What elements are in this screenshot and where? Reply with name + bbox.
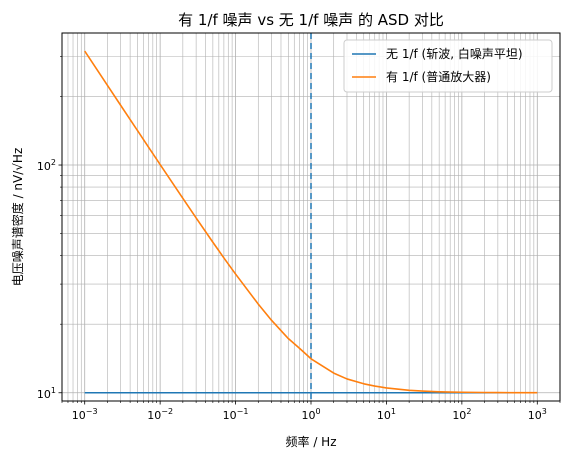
x-tick-label: 100 <box>301 407 320 422</box>
minor-grid <box>61 33 561 401</box>
legend-entry-with-flicker: 有 1/f (普通放大器) <box>386 69 491 84</box>
series-line-with-flicker <box>84 50 538 394</box>
x-axis-label: 频率 / Hz <box>286 434 337 449</box>
legend: 无 1/f (斩波, 白噪声平坦) 有 1/f (普通放大器) <box>343 39 553 93</box>
y-tick-label: 101 <box>37 386 56 401</box>
x-tick-label: 101 <box>377 407 396 422</box>
x-tick-label: 10−2 <box>147 407 173 422</box>
chart-title: 有 1/f 噪声 vs 无 1/f 噪声 的 ASD 对比 <box>178 11 444 29</box>
x-tick-label: 102 <box>452 407 471 422</box>
x-tick-label: 10−1 <box>223 407 249 422</box>
ticks-layer: 10−3 10−2 10−1 100 101 102 103 101 102 <box>37 56 561 422</box>
y-axis-label: 电压噪声谱密度 / nV/√Hz <box>10 148 25 287</box>
legend-entry-no-flicker: 无 1/f (斩波, 白噪声平坦) <box>386 46 523 61</box>
x-tick-label: 10−3 <box>72 407 98 422</box>
series-layer <box>84 50 538 394</box>
x-tick-label: 103 <box>528 407 547 422</box>
legend-box <box>343 39 553 93</box>
y-tick-label: 102 <box>37 158 56 173</box>
